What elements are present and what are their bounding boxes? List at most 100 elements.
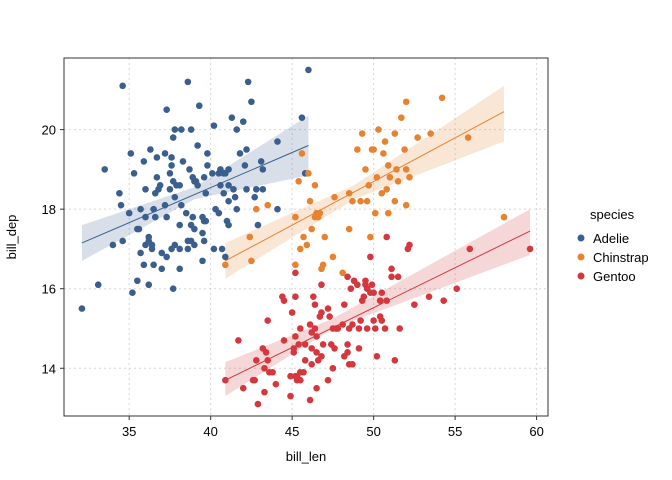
data-point-adelie	[163, 213, 170, 221]
data-point-gentoo	[344, 273, 351, 281]
data-point-adelie	[101, 166, 109, 173]
x-tick-label: 40	[203, 424, 217, 439]
data-point-gentoo	[295, 341, 302, 348]
data-point-adelie	[171, 193, 179, 201]
data-point-gentoo	[239, 384, 247, 392]
data-point-gentoo	[290, 345, 298, 352]
data-point-gentoo	[326, 313, 333, 320]
data-point-chinstrap	[384, 209, 392, 217]
data-point-gentoo	[396, 325, 404, 332]
data-point-gentoo	[526, 245, 534, 253]
data-point-gentoo	[292, 293, 299, 300]
data-point-adelie	[178, 201, 185, 209]
data-point-adelie	[94, 281, 102, 289]
data-point-chinstrap	[246, 233, 254, 241]
data-point-gentoo	[269, 368, 276, 376]
data-point-adelie	[257, 158, 265, 165]
data-point-gentoo	[354, 281, 361, 289]
data-point-adelie	[210, 245, 218, 253]
data-point-chinstrap	[391, 130, 399, 137]
data-point-gentoo	[406, 241, 413, 249]
data-points	[78, 66, 534, 408]
data-point-adelie	[194, 181, 201, 189]
data-point-gentoo	[313, 384, 320, 392]
data-point-chinstrap	[378, 189, 386, 197]
data-point-gentoo	[355, 345, 363, 352]
x-axis-title: bill_len	[286, 449, 326, 464]
data-point-chinstrap	[402, 201, 410, 209]
data-point-adelie	[231, 193, 239, 201]
data-point-adelie	[259, 185, 267, 193]
data-point-adelie	[140, 158, 148, 165]
data-point-adelie	[148, 241, 156, 249]
data-point-adelie	[134, 277, 141, 285]
data-point-adelie	[171, 126, 179, 133]
data-point-gentoo	[324, 305, 332, 312]
data-point-chinstrap	[305, 170, 312, 177]
data-point-adelie	[166, 185, 174, 193]
data-point-chinstrap	[345, 189, 353, 197]
data-point-adelie	[178, 126, 185, 133]
data-point-chinstrap	[319, 261, 327, 269]
data-point-chinstrap	[375, 126, 382, 133]
data-point-adelie	[125, 209, 133, 217]
data-point-adelie	[142, 185, 149, 193]
data-point-adelie	[199, 257, 206, 265]
data-point-adelie	[195, 102, 203, 110]
data-point-gentoo	[331, 345, 338, 352]
data-point-adelie	[208, 170, 216, 177]
data-point-adelie	[163, 253, 170, 261]
data-point-adelie	[119, 237, 126, 245]
data-point-adelie	[225, 181, 232, 189]
legend-marker-gentoo	[577, 272, 585, 280]
data-point-gentoo	[349, 360, 356, 368]
data-point-chinstrap	[402, 166, 410, 173]
data-point-adelie	[236, 150, 244, 157]
data-point-adelie	[119, 82, 126, 90]
data-point-gentoo	[453, 285, 461, 293]
data-point-chinstrap	[371, 209, 379, 217]
data-point-gentoo	[272, 380, 280, 388]
x-tick-label: 45	[285, 424, 299, 439]
data-point-gentoo	[262, 349, 270, 356]
data-point-gentoo	[264, 317, 272, 324]
y-axis: 14 16 18 20	[42, 123, 64, 376]
regression-lines	[81, 111, 531, 381]
data-point-gentoo	[425, 293, 433, 300]
legend-label-adelie: Adelie	[593, 231, 629, 246]
data-point-gentoo	[318, 353, 325, 360]
data-point-gentoo	[318, 281, 325, 289]
data-point-gentoo	[383, 297, 390, 304]
data-point-adelie	[191, 241, 198, 249]
data-point-chinstrap	[358, 130, 366, 137]
data-point-gentoo	[347, 285, 355, 293]
data-point-adelie	[259, 166, 267, 173]
data-point-adelie	[204, 150, 211, 157]
data-point-adelie	[156, 181, 164, 189]
data-point-adelie	[179, 158, 187, 165]
data-point-adelie	[200, 237, 208, 245]
data-point-adelie	[145, 281, 153, 289]
data-point-adelie	[153, 174, 161, 181]
data-point-gentoo	[319, 341, 327, 348]
data-point-adelie	[187, 126, 195, 133]
data-point-adelie	[150, 205, 157, 213]
data-point-adelie	[176, 265, 184, 273]
data-point-adelie	[158, 249, 166, 257]
data-point-chinstrap	[321, 233, 329, 241]
x-tick-label: 50	[366, 424, 380, 439]
y-tick-label: 14	[42, 361, 56, 376]
data-point-gentoo	[360, 293, 368, 300]
data-point-gentoo	[339, 321, 346, 328]
data-point-chinstrap	[373, 174, 381, 181]
data-point-gentoo	[466, 245, 474, 253]
data-point-chinstrap	[464, 134, 472, 141]
data-point-gentoo	[394, 273, 402, 281]
data-point-adelie	[130, 170, 138, 177]
y-tick-label: 18	[42, 202, 56, 217]
data-point-gentoo	[306, 396, 314, 404]
data-point-adelie	[225, 166, 232, 173]
data-point-adelie	[117, 201, 125, 209]
data-point-chinstrap	[381, 138, 389, 145]
data-point-chinstrap	[292, 213, 299, 221]
